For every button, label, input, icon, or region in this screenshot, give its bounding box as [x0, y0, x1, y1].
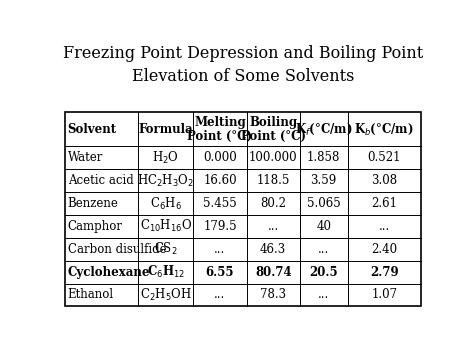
- Text: K$_f$(°C/m): K$_f$(°C/m): [295, 122, 353, 137]
- Text: ...: ...: [379, 220, 390, 233]
- Text: C$_6$H$_6$: C$_6$H$_6$: [150, 195, 182, 212]
- Text: 3.08: 3.08: [371, 174, 397, 187]
- Text: C$_{10}$H$_{16}$O: C$_{10}$H$_{16}$O: [140, 218, 192, 234]
- Text: Melting
Point (°C): Melting Point (°C): [187, 115, 253, 143]
- Text: 179.5: 179.5: [203, 220, 237, 233]
- Text: 0.000: 0.000: [203, 151, 237, 164]
- Text: Freezing Point Depression and Boiling Point
Elevation of Some Solvents: Freezing Point Depression and Boiling Po…: [63, 45, 423, 84]
- Text: 20.5: 20.5: [310, 266, 338, 279]
- Text: C$_2$H$_5$OH: C$_2$H$_5$OH: [140, 287, 191, 303]
- Text: 80.2: 80.2: [260, 197, 286, 210]
- Text: 78.3: 78.3: [260, 289, 286, 301]
- Text: Water: Water: [68, 151, 103, 164]
- Text: 80.74: 80.74: [255, 266, 292, 279]
- Text: C$_6$H$_{12}$: C$_6$H$_{12}$: [147, 264, 185, 280]
- Text: 1.07: 1.07: [371, 289, 397, 301]
- Text: H$_2$O: H$_2$O: [152, 150, 179, 166]
- Text: Carbon disulfide: Carbon disulfide: [68, 243, 166, 256]
- Text: Solvent: Solvent: [68, 123, 117, 136]
- Text: K$_b$(°C/m): K$_b$(°C/m): [355, 122, 414, 137]
- Text: Cyclohexane: Cyclohexane: [68, 266, 150, 279]
- Text: 40: 40: [316, 220, 331, 233]
- Text: Formula: Formula: [138, 123, 193, 136]
- Text: Acetic acid: Acetic acid: [68, 174, 134, 187]
- Text: 16.60: 16.60: [203, 174, 237, 187]
- Text: 0.521: 0.521: [368, 151, 401, 164]
- Text: 100.000: 100.000: [249, 151, 298, 164]
- Text: 3.59: 3.59: [310, 174, 337, 187]
- Text: Boiling
Point (°C): Boiling Point (°C): [241, 115, 306, 143]
- Text: Benzene: Benzene: [68, 197, 118, 210]
- Text: ...: ...: [214, 289, 226, 301]
- Text: CS$_2$: CS$_2$: [154, 241, 178, 257]
- Text: ...: ...: [318, 289, 329, 301]
- Text: 5.455: 5.455: [203, 197, 237, 210]
- Text: ...: ...: [214, 243, 226, 256]
- Text: 2.79: 2.79: [370, 266, 399, 279]
- Text: 5.065: 5.065: [307, 197, 341, 210]
- Text: 46.3: 46.3: [260, 243, 286, 256]
- Text: Camphor: Camphor: [68, 220, 123, 233]
- Text: HC$_2$H$_3$O$_2$: HC$_2$H$_3$O$_2$: [137, 173, 194, 189]
- Text: 2.40: 2.40: [371, 243, 397, 256]
- Text: ...: ...: [318, 243, 329, 256]
- Text: 2.61: 2.61: [371, 197, 397, 210]
- Text: ...: ...: [268, 220, 279, 233]
- Text: 6.55: 6.55: [206, 266, 234, 279]
- Text: 118.5: 118.5: [256, 174, 290, 187]
- Text: 1.858: 1.858: [307, 151, 340, 164]
- Text: Ethanol: Ethanol: [68, 289, 114, 301]
